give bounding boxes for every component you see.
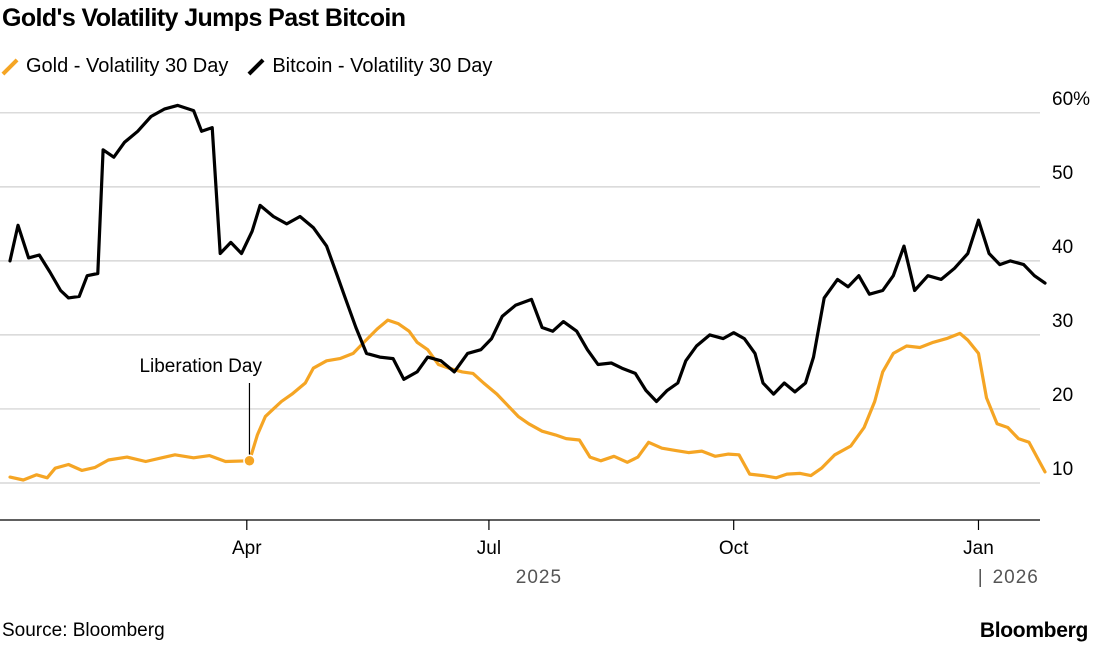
y-tick-label-20: 20 [1052, 385, 1073, 406]
chart-title: Gold's Volatility Jumps Past Bitcoin [2, 4, 406, 32]
y-tick-label-60: 60% [1052, 89, 1090, 110]
y-tick-label-40: 40 [1052, 237, 1073, 258]
legend-item-gold: Gold - Volatility 30 Day [2, 55, 228, 78]
annotation-label: Liberation Day [139, 356, 262, 377]
legend: Gold - Volatility 30 Day Bitcoin - Volat… [2, 55, 512, 78]
x-tick-label-jan: Jan [963, 538, 994, 559]
y-tick-label-10: 10 [1052, 459, 1073, 480]
annotation-marker [243, 454, 256, 468]
y-tick-label-50: 50 [1052, 163, 1073, 184]
year-label-2025: 2025 [516, 567, 562, 588]
y-tick-label-30: 30 [1052, 311, 1073, 332]
legend-label-gold: Gold - Volatility 30 Day [26, 55, 229, 77]
year-label-2026: 2026 [993, 567, 1039, 588]
x-tick-label-jul: Jul [477, 538, 501, 559]
source-note: Source: Bloomberg [2, 620, 165, 641]
x-tick-label-apr: Apr [232, 538, 262, 559]
x-tick-label-oct: Oct [719, 538, 749, 559]
year-separator: | [978, 567, 983, 588]
gold-volatility-line [8, 318, 1047, 482]
bloomberg-logo: Bloomberg [979, 619, 1088, 642]
bitcoin-volatility-line [8, 103, 1047, 404]
legend-label-bitcoin: Bitcoin - Volatility 30 Day [272, 55, 493, 77]
legend-item-bitcoin: Bitcoin - Volatility 30 Day [248, 55, 492, 78]
